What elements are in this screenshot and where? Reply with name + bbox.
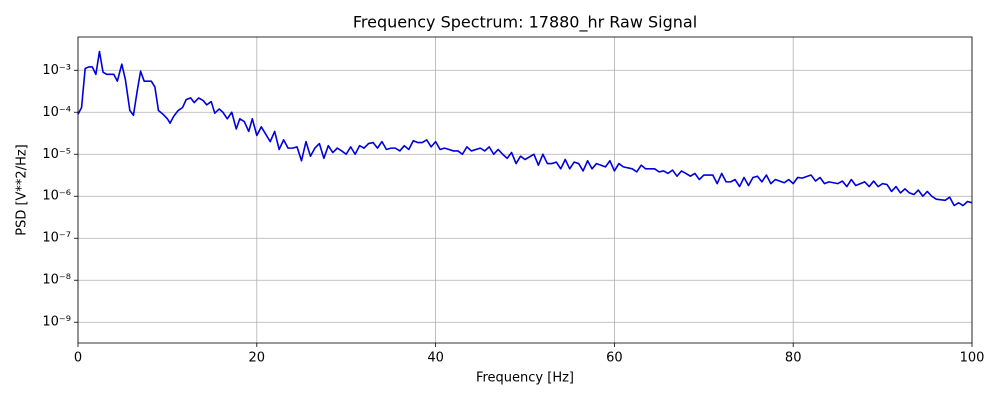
- y-tick-label: 10⁻³: [42, 63, 71, 78]
- plot-frame: [77, 36, 973, 344]
- x-tick-label: 0: [74, 351, 82, 366]
- y-axis-label: PSD [V**2/Hz]: [15, 144, 30, 236]
- y-tick-label: 10⁻⁷: [42, 231, 71, 246]
- x-tick-label: 60: [606, 351, 623, 366]
- x-axis-label: Frequency [Hz]: [476, 371, 574, 386]
- y-tick-label: 10⁻⁹: [42, 315, 71, 330]
- y-tick-label: 10⁻⁴: [42, 105, 71, 120]
- y-tick-label: 10⁻⁵: [42, 147, 71, 162]
- x-tick-label: 40: [427, 351, 444, 366]
- y-tick-label: 10⁻⁸: [42, 273, 71, 288]
- data-line: [77, 50, 973, 207]
- x-tick-label: 100: [960, 351, 985, 366]
- y-tick-label: 10⁻⁶: [42, 189, 71, 204]
- x-tick-label: 20: [249, 351, 266, 366]
- chart-title: Frequency Spectrum: 17880_hr Raw Signal: [353, 13, 697, 33]
- x-tick-label: 80: [785, 351, 802, 366]
